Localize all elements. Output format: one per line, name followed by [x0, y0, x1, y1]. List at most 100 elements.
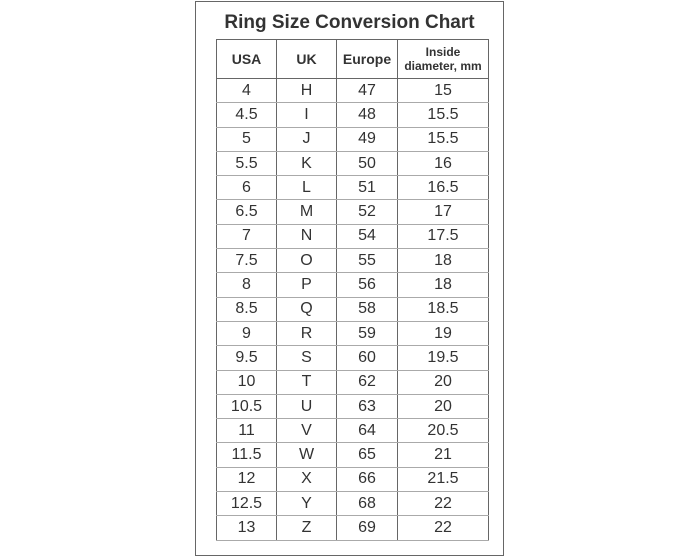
cell-uk: Q	[276, 297, 337, 322]
cell-diameter: 19.5	[397, 345, 489, 371]
cell-diameter: 18	[397, 248, 489, 274]
cell-usa: 11.5	[216, 442, 277, 468]
cell-uk: N	[276, 224, 337, 250]
cell-uk: W	[276, 442, 337, 468]
cell-uk: R	[276, 321, 337, 347]
cell-usa: 12	[216, 467, 277, 493]
cell-usa: 10	[216, 370, 277, 395]
cell-diameter: 15	[397, 78, 489, 104]
cell-europe: 62	[336, 370, 398, 395]
header-europe: Europe	[336, 39, 398, 79]
table-row: 4.5 I 48 15.5	[216, 102, 489, 128]
cell-diameter: 22	[397, 515, 489, 541]
cell-diameter: 15.5	[397, 127, 489, 152]
table-row: 6 L 51 16.5	[216, 175, 489, 201]
cell-diameter: 20	[397, 370, 489, 395]
table-row: 7 N 54 17.5	[216, 224, 489, 250]
table-row: 12 X 66 21.5	[216, 467, 489, 493]
cell-diameter: 20.5	[397, 418, 489, 444]
table-row: 13 Z 69 22	[216, 515, 489, 541]
cell-diameter: 20	[397, 394, 489, 420]
cell-usa: 5	[216, 127, 277, 152]
cell-usa: 7.5	[216, 248, 277, 274]
cell-usa: 8.5	[216, 297, 277, 322]
cell-uk: I	[276, 102, 337, 128]
cell-diameter: 16.5	[397, 175, 489, 201]
cell-uk: M	[276, 199, 337, 225]
cell-usa: 6.5	[216, 199, 277, 225]
cell-diameter: 17	[397, 199, 489, 225]
cell-europe: 60	[336, 345, 398, 371]
cell-usa: 11	[216, 418, 277, 444]
cell-europe: 47	[336, 78, 398, 104]
table-row: 7.5 O 55 18	[216, 248, 489, 274]
cell-uk: Z	[276, 515, 337, 541]
cell-europe: 63	[336, 394, 398, 420]
cell-uk: J	[276, 127, 337, 152]
cell-europe: 56	[336, 272, 398, 298]
cell-diameter: 19	[397, 321, 489, 347]
header-usa: USA	[216, 39, 277, 79]
cell-uk: Y	[276, 491, 337, 517]
table-row: 10.5 U 63 20	[216, 394, 489, 420]
table-row: 5.5 K 50 16	[216, 151, 489, 177]
cell-usa: 12.5	[216, 491, 277, 517]
table-row: 5 J 49 15.5	[216, 127, 489, 152]
table-row: 4 H 47 15	[216, 78, 489, 104]
cell-usa: 13	[216, 515, 277, 541]
header-inside-diameter: Inside diameter, mm	[397, 39, 489, 79]
cell-usa: 7	[216, 224, 277, 250]
cell-diameter: 17.5	[397, 224, 489, 250]
cell-europe: 66	[336, 467, 398, 493]
ring-size-card: Ring Size Conversion Chart USA UK Europe…	[195, 1, 504, 556]
cell-uk: S	[276, 345, 337, 371]
cell-usa: 5.5	[216, 151, 277, 177]
cell-uk: K	[276, 151, 337, 177]
cell-usa: 10.5	[216, 394, 277, 420]
conversion-table: USA UK Europe Inside diameter, mm 4 H 47 15…	[216, 39, 489, 541]
cell-uk: L	[276, 175, 337, 201]
cell-diameter: 22	[397, 491, 489, 517]
cell-europe: 65	[336, 442, 398, 468]
cell-diameter: 15.5	[397, 102, 489, 128]
cell-europe: 54	[336, 224, 398, 250]
cell-europe: 49	[336, 127, 398, 152]
cell-usa: 4.5	[216, 102, 277, 128]
cell-uk: X	[276, 467, 337, 493]
cell-usa: 9	[216, 321, 277, 347]
cell-diameter: 18.5	[397, 297, 489, 322]
cell-europe: 69	[336, 515, 398, 541]
table-row: 12.5 Y 68 22	[216, 491, 489, 517]
cell-uk: V	[276, 418, 337, 444]
table-row: 10 T 62 20	[216, 370, 489, 395]
cell-europe: 68	[336, 491, 398, 517]
table-row: 11.5 W 65 21	[216, 442, 489, 468]
cell-uk: P	[276, 272, 337, 298]
cell-usa: 9.5	[216, 345, 277, 371]
cell-uk: H	[276, 78, 337, 104]
cell-europe: 64	[336, 418, 398, 444]
chart-title: Ring Size Conversion Chart	[224, 12, 475, 33]
header-uk: UK	[276, 39, 337, 79]
table-row: 11 V 64 20.5	[216, 418, 489, 444]
table-row: 9.5 S 60 19.5	[216, 345, 489, 371]
cell-europe: 59	[336, 321, 398, 347]
cell-europe: 50	[336, 151, 398, 177]
cell-uk: O	[276, 248, 337, 274]
cell-usa: 4	[216, 78, 277, 104]
cell-diameter: 16	[397, 151, 489, 177]
cell-diameter: 21	[397, 442, 489, 468]
cell-uk: U	[276, 394, 337, 420]
cell-usa: 6	[216, 175, 277, 201]
cell-europe: 48	[336, 102, 398, 128]
cell-uk: T	[276, 370, 337, 395]
table-row: 8.5 Q 58 18.5	[216, 297, 489, 322]
cell-europe: 51	[336, 175, 398, 201]
cell-diameter: 21.5	[397, 467, 489, 493]
cell-diameter: 18	[397, 272, 489, 298]
cell-usa: 8	[216, 272, 277, 298]
cell-europe: 52	[336, 199, 398, 225]
cell-europe: 58	[336, 297, 398, 322]
table-row: 6.5 M 52 17	[216, 199, 489, 225]
table-row: 8 P 56 18	[216, 272, 489, 298]
